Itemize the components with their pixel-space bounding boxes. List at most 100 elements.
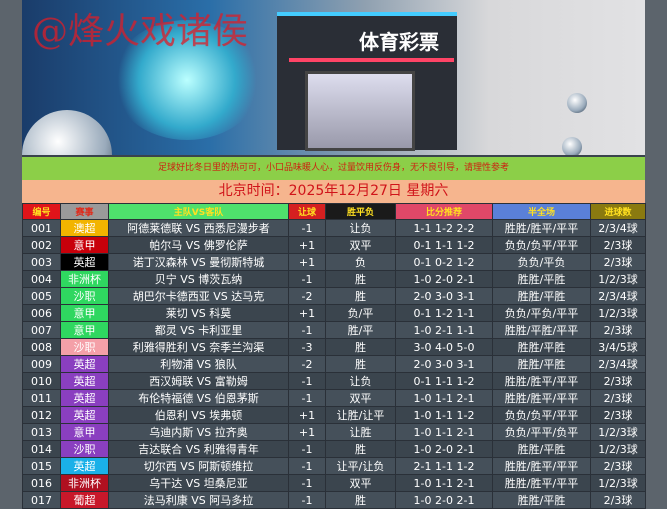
cell-half-full: 胜胜/胜平/平平 bbox=[492, 389, 591, 407]
cell-match: 乌迪内斯 VS 拉齐奥 bbox=[108, 423, 289, 441]
cell-goals: 2/3球 bbox=[590, 372, 646, 390]
cell-league: 英超 bbox=[60, 406, 109, 424]
cell-half-full: 负负/平负 bbox=[492, 253, 591, 271]
cell-handicap: -1 bbox=[288, 321, 326, 339]
cell-number: 001 bbox=[22, 219, 61, 237]
table-row: 003 英超 诺丁汉森林 VS 曼彻斯特城 +1 负 0-1 0-2 1-2 负负/平负 2/… bbox=[22, 253, 646, 271]
cell-half-full: 胜胜/平胜 bbox=[492, 338, 591, 356]
cell-result: 让胜 bbox=[325, 423, 396, 441]
cell-score: 1-0 2-0 2-1 bbox=[395, 491, 493, 509]
lottery-store: 体育彩票 bbox=[277, 12, 457, 151]
cell-half-full: 胜胜/胜平/平平 bbox=[492, 219, 591, 237]
cell-handicap: +1 bbox=[288, 406, 326, 424]
table-row: 002 意甲 帕尔马 VS 佛罗伦萨 +1 双平 0-1 1-1 1-2 负负/负平/平平 2… bbox=[22, 236, 646, 254]
cell-score: 1-0 1-1 2-1 bbox=[395, 389, 493, 407]
store-door bbox=[305, 71, 415, 151]
cell-handicap: -2 bbox=[288, 287, 326, 305]
cell-handicap: -1 bbox=[288, 474, 326, 492]
cell-score: 3-0 4-0 5-0 bbox=[395, 338, 493, 356]
cell-handicap: -3 bbox=[288, 338, 326, 356]
cell-goals: 2/3球 bbox=[590, 406, 646, 424]
cell-match: 都灵 VS 卡利亚里 bbox=[108, 321, 289, 339]
cell-handicap: -1 bbox=[288, 457, 326, 475]
cell-goals: 2/3球 bbox=[590, 491, 646, 509]
cell-half-full: 胜胜/胜平/平平 bbox=[492, 474, 591, 492]
cell-number: 006 bbox=[22, 304, 61, 322]
cell-match: 贝宁 VS 博茨瓦纳 bbox=[108, 270, 289, 288]
cell-match: 西汉姆联 VS 富勒姆 bbox=[108, 372, 289, 390]
cell-score: 0-1 1-2 1-1 bbox=[395, 304, 493, 322]
table-header: 编号 赛事 主队VS客队 让球 胜平负 比分推荐 半全场 进球数 bbox=[22, 203, 646, 220]
cell-score: 0-1 0-2 1-2 bbox=[395, 253, 493, 271]
cell-half-full: 胜胜/平胜 bbox=[492, 355, 591, 373]
cell-handicap: -1 bbox=[288, 270, 326, 288]
table-row: 005 沙职 胡巴尔卡德西亚 VS 达马克 -2 胜 2-0 3-0 3-1 胜胜/平胜 2/… bbox=[22, 287, 646, 305]
cell-half-full: 胜胜/胜平/平平 bbox=[492, 372, 591, 390]
cell-half-full: 负负/平负/平平 bbox=[492, 304, 591, 322]
cell-league: 沙职 bbox=[60, 287, 109, 305]
cell-number: 015 bbox=[22, 457, 61, 475]
cell-handicap: +1 bbox=[288, 304, 326, 322]
table-row: 017 葡超 法马利康 VS 阿马多拉 -1 胜 1-0 2-0 2-1 胜胜/平胜 2/3球 bbox=[22, 491, 646, 509]
cell-number: 011 bbox=[22, 389, 61, 407]
cell-number: 007 bbox=[22, 321, 61, 339]
cell-number: 013 bbox=[22, 423, 61, 441]
cell-match: 利物浦 VS 狼队 bbox=[108, 355, 289, 373]
table-row: 009 英超 利物浦 VS 狼队 -2 胜 2-0 3-0 3-1 胜胜/平胜 2/3/4球 bbox=[22, 355, 646, 373]
cell-result: 胜 bbox=[325, 338, 396, 356]
date-line: 北京时间：2025年12月27日 星期六 bbox=[22, 180, 645, 203]
cell-result: 让平/让负 bbox=[325, 457, 396, 475]
cell-score: 2-0 3-0 3-1 bbox=[395, 287, 493, 305]
cell-league: 葡超 bbox=[60, 491, 109, 509]
cell-goals: 2/3球 bbox=[590, 389, 646, 407]
cell-league: 英超 bbox=[60, 355, 109, 373]
match-table: 编号 赛事 主队VS客队 让球 胜平负 比分推荐 半全场 进球数 001 澳超 阿德莱德联 VS … bbox=[22, 203, 646, 509]
cell-result: 让负 bbox=[325, 372, 396, 390]
cell-number: 005 bbox=[22, 287, 61, 305]
cell-goals: 1/2/3球 bbox=[590, 304, 646, 322]
cell-league: 意甲 bbox=[60, 236, 109, 254]
cell-score: 1-0 2-0 2-1 bbox=[395, 270, 493, 288]
table-row: 006 意甲 莱切 VS 科莫 +1 负/平 0-1 1-2 1-1 负负/平负/平平 1/2… bbox=[22, 304, 646, 322]
cell-half-full: 负负/负平/平平 bbox=[492, 406, 591, 424]
header-match: 主队VS客队 bbox=[108, 203, 289, 220]
notice-banner: 足球好比冬日里的热可可，小口品味暖人心，过量饮用反伤身，无不良引导，请理性参考 bbox=[22, 157, 645, 180]
cell-match: 乌干达 VS 坦桑尼亚 bbox=[108, 474, 289, 492]
cell-league: 英超 bbox=[60, 253, 109, 271]
header-half-full: 半全场 bbox=[492, 203, 591, 220]
cell-result: 让负 bbox=[325, 219, 396, 237]
cell-match: 伯恩利 VS 埃弗顿 bbox=[108, 406, 289, 424]
cell-league: 英超 bbox=[60, 457, 109, 475]
cell-league: 沙职 bbox=[60, 338, 109, 356]
cell-handicap: -1 bbox=[288, 372, 326, 390]
table-row: 011 英超 布伦特福德 VS 伯恩茅斯 -1 双平 1-0 1-1 2-1 胜胜/胜平/平… bbox=[22, 389, 646, 407]
cell-league: 意甲 bbox=[60, 304, 109, 322]
cell-league: 英超 bbox=[60, 389, 109, 407]
cell-league: 意甲 bbox=[60, 321, 109, 339]
cell-handicap: +1 bbox=[288, 423, 326, 441]
cell-goals: 2/3/4球 bbox=[590, 287, 646, 305]
table-row: 004 非洲杯 贝宁 VS 博茨瓦纳 -1 胜 1-0 2-0 2-1 胜胜/平胜 1/2/3… bbox=[22, 270, 646, 288]
cell-score: 1-0 1-1 2-1 bbox=[395, 423, 493, 441]
cell-score: 2-0 3-0 3-1 bbox=[395, 355, 493, 373]
table-row: 015 英超 切尔西 VS 阿斯顿维拉 -1 让平/让负 2-1 1-1 1-2 胜胜/胜平… bbox=[22, 457, 646, 475]
cell-half-full: 负负/负平/平平 bbox=[492, 236, 591, 254]
cell-result: 负/平 bbox=[325, 304, 396, 322]
cell-goals: 2/3球 bbox=[590, 321, 646, 339]
cell-score: 1-0 2-1 1-1 bbox=[395, 321, 493, 339]
cell-handicap: +1 bbox=[288, 253, 326, 271]
table-row: 016 非洲杯 乌干达 VS 坦桑尼亚 -1 双平 1-0 1-1 2-1 胜胜/胜平/平平… bbox=[22, 474, 646, 492]
football-icon bbox=[562, 137, 582, 155]
cell-league: 英超 bbox=[60, 372, 109, 390]
cell-match: 切尔西 VS 阿斯顿维拉 bbox=[108, 457, 289, 475]
table-row: 007 意甲 都灵 VS 卡利亚里 -1 胜/平 1-0 2-1 1-1 胜胜/平胜/平平 2… bbox=[22, 321, 646, 339]
cell-goals: 1/2/3球 bbox=[590, 474, 646, 492]
cell-league: 非洲杯 bbox=[60, 270, 109, 288]
football-icon bbox=[22, 110, 112, 155]
cell-league: 意甲 bbox=[60, 423, 109, 441]
cell-goals: 1/2/3球 bbox=[590, 270, 646, 288]
header-goals: 进球数 bbox=[590, 203, 646, 220]
cell-goals: 2/3球 bbox=[590, 457, 646, 475]
table-row: 010 英超 西汉姆联 VS 富勒姆 -1 让负 0-1 1-1 1-2 胜胜/胜平/平平 2… bbox=[22, 372, 646, 390]
cell-result: 让胜/让平 bbox=[325, 406, 396, 424]
